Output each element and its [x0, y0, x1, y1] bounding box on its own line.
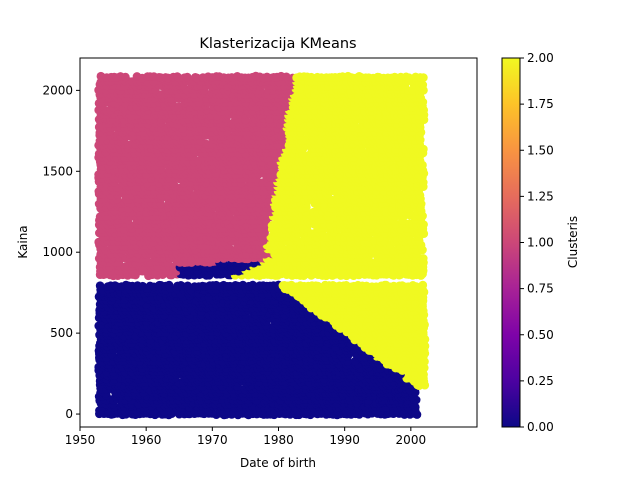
scatter-points: [94, 71, 430, 420]
scatter-point: [95, 281, 105, 291]
scatter-point: [164, 280, 174, 290]
scatter-point: [418, 280, 428, 290]
scatter-point: [138, 281, 147, 291]
chart-title: Klasterizacija KMeans: [199, 36, 356, 52]
